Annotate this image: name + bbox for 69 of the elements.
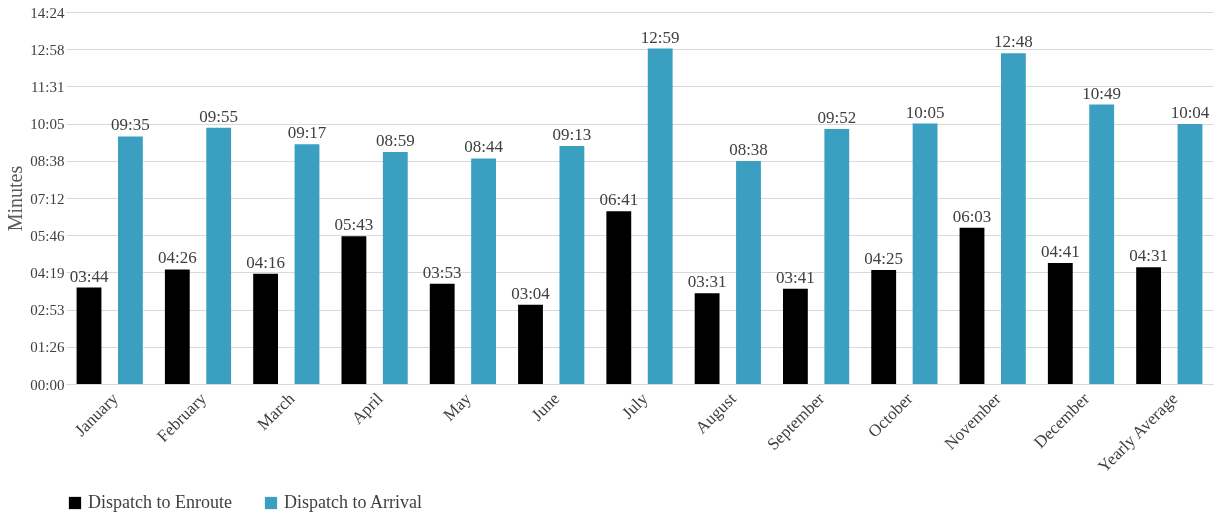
data-label: 06:41 xyxy=(599,190,639,210)
bar xyxy=(253,273,279,384)
data-label: 03:31 xyxy=(687,272,727,292)
bar xyxy=(471,158,497,384)
y-tick-label: 00:00 xyxy=(30,376,65,393)
y-tick-label: 01:26 xyxy=(30,339,65,356)
bar xyxy=(117,136,143,384)
y-tick-label: 12:58 xyxy=(30,41,65,58)
data-label: 03:04 xyxy=(511,283,551,303)
bar xyxy=(1000,53,1026,384)
bar xyxy=(1136,267,1162,384)
y-tick-label: 02:53 xyxy=(30,302,65,319)
y-axis-title: Minutes xyxy=(4,165,27,232)
data-label: 10:05 xyxy=(905,102,945,122)
y-tick-label: 04:19 xyxy=(30,264,65,281)
x-tick-label: May xyxy=(439,388,476,425)
y-tick-label: 10:05 xyxy=(30,116,65,133)
data-label: 05:43 xyxy=(334,215,374,235)
data-label: 08:59 xyxy=(375,130,415,150)
bar xyxy=(429,283,455,384)
bar xyxy=(912,123,938,384)
bar xyxy=(294,144,320,384)
bar xyxy=(1089,104,1115,384)
data-label: 04:25 xyxy=(864,248,904,268)
data-label: 03:53 xyxy=(422,262,462,282)
y-tick-label: 08:38 xyxy=(30,153,65,170)
bar xyxy=(518,304,543,384)
y-tick-label: 05:46 xyxy=(30,227,65,244)
x-tick-label: June xyxy=(527,389,564,425)
legend-label: Dispatch to Enroute xyxy=(88,492,232,512)
bar xyxy=(76,287,102,384)
data-label: 09:55 xyxy=(199,106,239,126)
bar xyxy=(164,269,190,384)
bar xyxy=(736,160,761,384)
bar xyxy=(647,48,673,384)
data-label: 04:26 xyxy=(157,248,197,268)
x-tick-label: July xyxy=(618,388,652,423)
bar xyxy=(1047,263,1073,384)
data-label: 10:04 xyxy=(1170,102,1210,122)
data-label: 03:44 xyxy=(69,266,109,286)
data-label: 04:41 xyxy=(1040,242,1080,262)
data-label: 06:03 xyxy=(952,206,992,226)
y-tick-label: 14:24 xyxy=(30,4,65,21)
data-label: 12:48 xyxy=(994,32,1033,52)
data-label: 12:59 xyxy=(640,27,680,47)
data-label: 09:17 xyxy=(287,123,327,143)
data-label: 10:49 xyxy=(1082,83,1122,103)
data-label: 08:44 xyxy=(464,137,504,157)
legend-label: Dispatch to Arrival xyxy=(284,492,422,512)
bar xyxy=(959,227,985,384)
bar xyxy=(871,269,897,384)
bar xyxy=(1177,123,1203,384)
data-label: 04:16 xyxy=(246,252,285,272)
data-label: 09:13 xyxy=(552,124,592,144)
bar xyxy=(606,211,632,384)
bar xyxy=(824,129,850,384)
bar xyxy=(206,127,232,384)
y-tick-label: 11:31 xyxy=(30,78,65,95)
bar xyxy=(341,236,367,384)
bar xyxy=(382,151,408,384)
data-label: 04:31 xyxy=(1129,246,1168,266)
data-label: 08:38 xyxy=(729,139,768,159)
bar xyxy=(559,145,585,384)
data-label: 09:52 xyxy=(817,108,857,128)
bar xyxy=(782,288,808,384)
data-label: 09:35 xyxy=(111,115,150,135)
data-label: 03:41 xyxy=(776,267,815,287)
y-tick-label: 07:12 xyxy=(30,190,65,207)
bar xyxy=(694,293,720,384)
